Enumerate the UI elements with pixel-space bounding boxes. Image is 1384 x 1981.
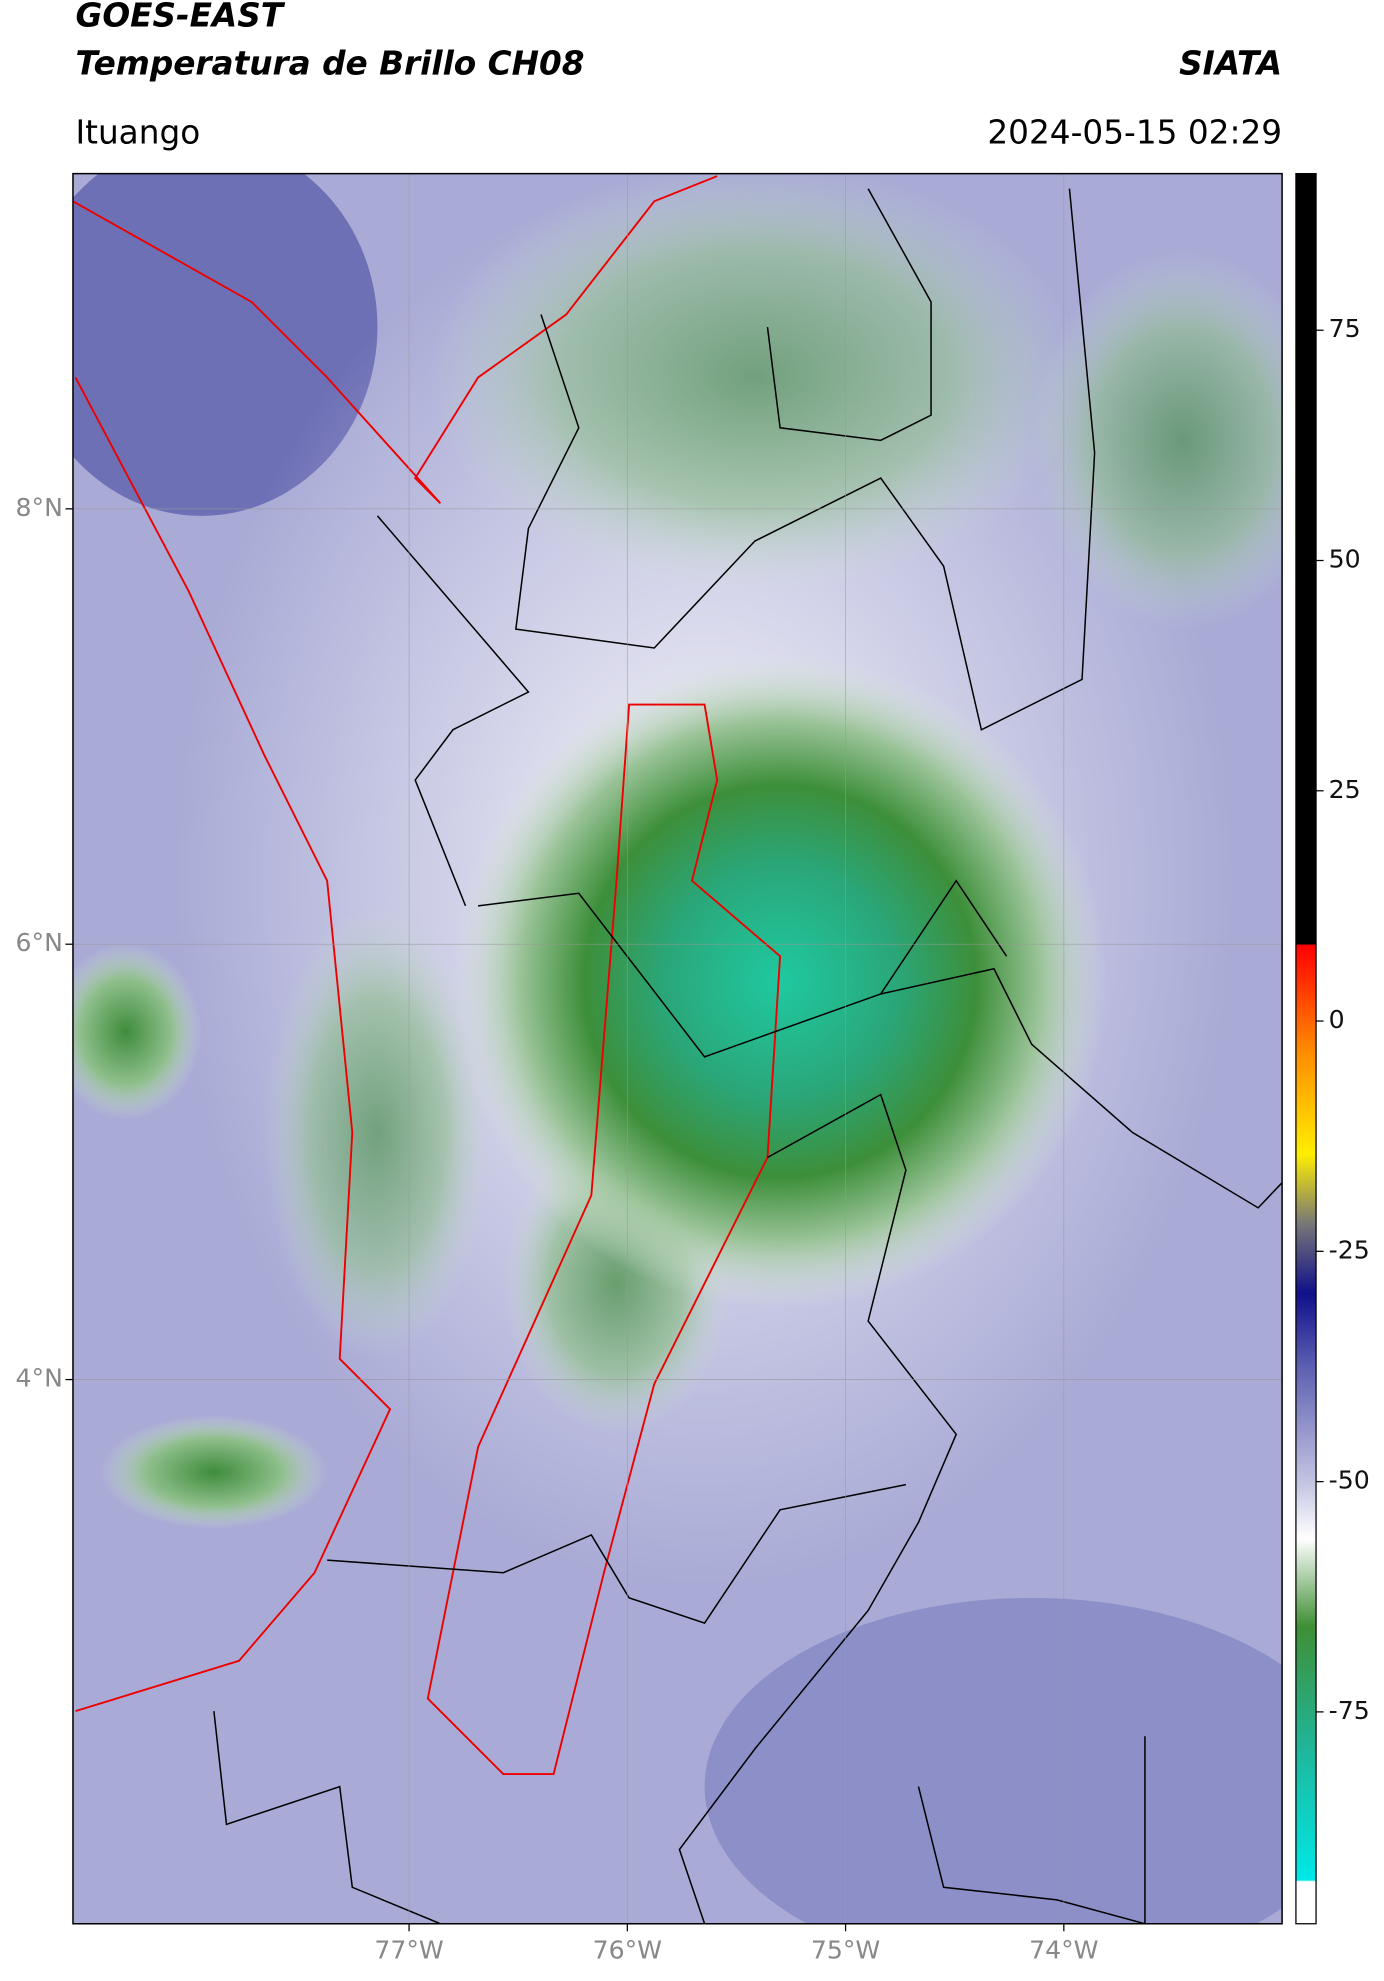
- x-tick-label: 77°W: [374, 1935, 444, 1964]
- colorbar: [1295, 172, 1317, 1925]
- satellite-image: [72, 173, 1283, 1924]
- y-tick-label: 6°N: [16, 928, 63, 957]
- colorbar-tick-label: -50: [1329, 1466, 1370, 1495]
- source: SIATA: [1179, 44, 1282, 82]
- y-tick-label: 8°N: [16, 493, 63, 522]
- colorbar-tick-label: -75: [1329, 1696, 1370, 1725]
- x-tick-label: 76°W: [593, 1935, 663, 1964]
- datetime: 2024-05-15 02:29: [987, 114, 1282, 152]
- colorbar-tick-label: 25: [1329, 775, 1361, 804]
- colorbar-tick-label: 75: [1329, 314, 1361, 343]
- map-frame: [72, 172, 1283, 1925]
- subtitle: Temperatura de Brillo CH08: [75, 44, 584, 82]
- colorbar-tick-label: -25: [1329, 1235, 1370, 1264]
- colorbar-tick-label: 50: [1329, 544, 1361, 573]
- x-tick-label: 74°W: [1029, 1935, 1099, 1964]
- location: Ituango: [75, 114, 200, 152]
- x-tick-label: 75°W: [811, 1935, 881, 1964]
- title: GOES-EAST: [75, 0, 285, 35]
- y-tick-label: 4°N: [16, 1364, 63, 1393]
- colorbar-tick-label: 0: [1329, 1005, 1345, 1034]
- grid: [72, 173, 1283, 1924]
